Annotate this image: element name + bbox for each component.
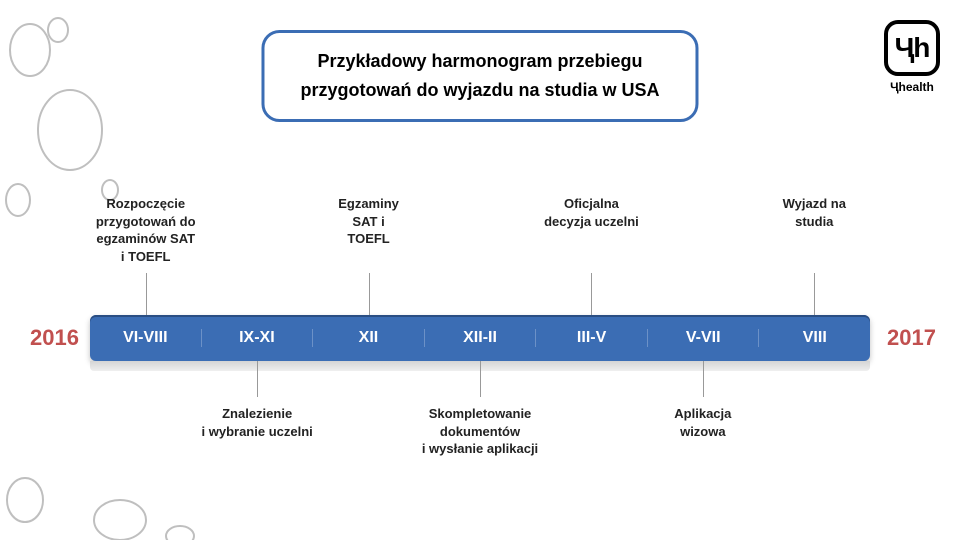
title-line-2: przygotowań do wyjazdu na studia w USA xyxy=(300,76,659,105)
tick-up xyxy=(146,273,147,315)
timeline-label-up: Oficjalnadecyzja uczelni xyxy=(521,195,661,230)
year-left: 2016 xyxy=(30,325,79,351)
logo-name: Ҷhealth xyxy=(884,80,940,94)
tick-up xyxy=(591,273,592,315)
timeline-label-up: Wyjazd nastudia xyxy=(744,195,884,230)
timeline-bar: VI-VIIIIX-XIXIIXII-IIIII-VV-VIIVIII xyxy=(90,315,870,361)
brand-logo: Ҷh Ҷhealth xyxy=(884,20,940,94)
timeline-segment: XII xyxy=(312,329,424,347)
title-box: Przykładowy harmonogram przebiegu przygo… xyxy=(261,30,698,122)
tick-down xyxy=(257,361,258,397)
timeline-label-down: Skompletowaniedokumentówi wysłanie aplik… xyxy=(410,405,550,458)
timeline-label-up: Rozpoczęcieprzygotowań doegzaminów SATi … xyxy=(76,195,216,265)
tick-down xyxy=(480,361,481,397)
logo-abbr: Ҷh xyxy=(895,32,930,64)
timeline-label-down: Aplikacjawizowa xyxy=(633,405,773,440)
title-line-1: Przykładowy harmonogram przebiegu xyxy=(300,47,659,76)
timeline-segment: III-V xyxy=(535,329,647,347)
tick-up xyxy=(814,273,815,315)
timeline-label-down: Znalezieniei wybranie uczelni xyxy=(187,405,327,440)
timeline-segment: VI-VIII xyxy=(90,329,201,347)
timeline: 2016 2017 VI-VIIIIX-XIXIIXII-IIIII-VV-VI… xyxy=(60,155,900,480)
timeline-segment: IX-XI xyxy=(201,329,313,347)
timeline-segment: VIII xyxy=(758,329,870,347)
timeline-segment: V-VII xyxy=(647,329,759,347)
tick-down xyxy=(703,361,704,397)
tick-up xyxy=(369,273,370,315)
timeline-segment: XII-II xyxy=(424,329,536,347)
timeline-label-up: EgzaminySAT iTOEFL xyxy=(299,195,439,248)
year-right: 2017 xyxy=(887,325,936,351)
logo-mark: Ҷh xyxy=(884,20,940,76)
